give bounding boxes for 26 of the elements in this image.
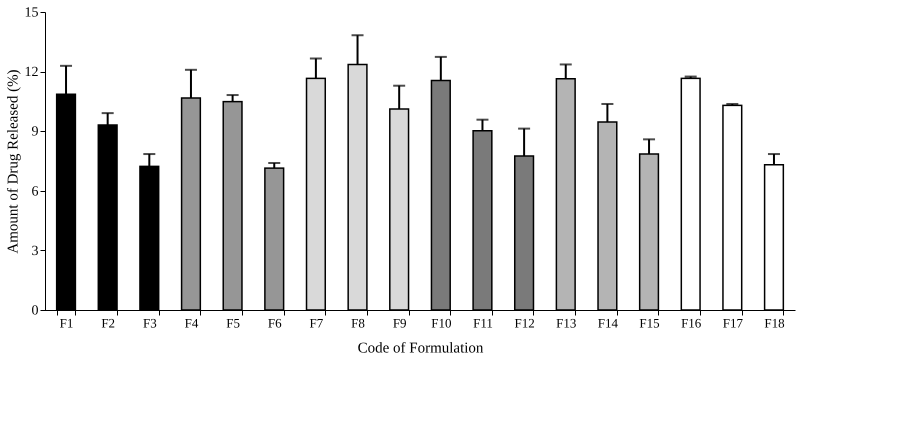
x-axis-title: Code of Formulation [358, 340, 484, 356]
x-tick-label: F13 [556, 316, 576, 330]
y-tick-label: 9 [32, 124, 38, 140]
x-tick-label: F14 [598, 316, 619, 330]
x-tick-label: F2 [101, 316, 116, 330]
x-tick-label: F15 [639, 316, 660, 330]
y-tick-label: 0 [32, 304, 38, 318]
x-tick-label: F16 [681, 316, 702, 330]
y-axis-title: Amount of Drug Released (%) [6, 69, 22, 254]
x-tick-label: F1 [60, 316, 74, 330]
y-tick-label: 15 [24, 6, 38, 20]
x-tick-label: F8 [351, 316, 365, 330]
x-tick-label: F12 [514, 316, 535, 330]
x-tick-label: F6 [268, 316, 282, 330]
x-tick-label: F17 [722, 316, 744, 330]
x-tick-label: F7 [310, 316, 324, 330]
x-tick-label: F11 [473, 316, 493, 330]
x-tick-label: F10 [431, 316, 452, 330]
x-tick-label: F5 [226, 316, 240, 330]
y-tick-label: 6 [32, 184, 38, 200]
y-tick-label: 12 [24, 65, 38, 80]
x-tick-label: F3 [142, 316, 157, 330]
y-tick-label: 3 [32, 244, 38, 259]
x-tick-label: F18 [764, 316, 785, 330]
x-tick-label: F4 [184, 316, 199, 330]
x-tick-label: F9 [392, 316, 407, 330]
